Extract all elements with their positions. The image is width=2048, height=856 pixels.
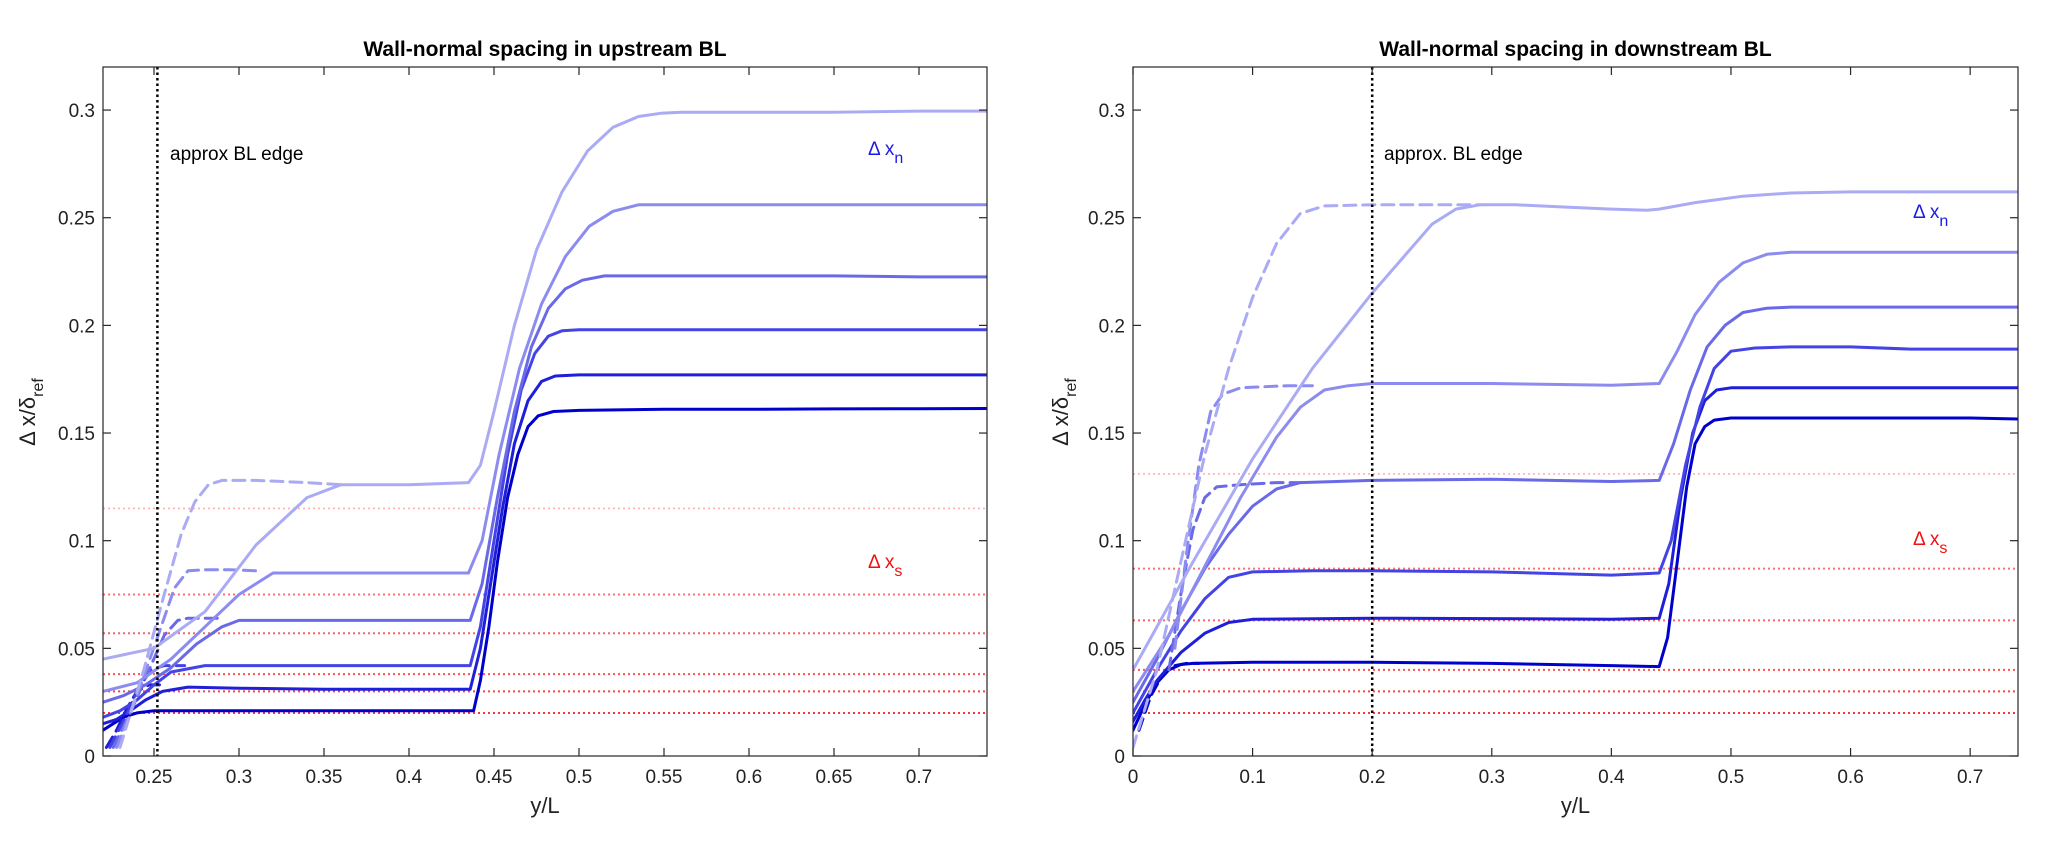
chart-title: Wall-normal spacing in downstream BL: [1379, 38, 1772, 61]
x-tick-label: 0.6: [736, 767, 762, 788]
dn-series-line: [1133, 250, 2018, 693]
dn-series-line: [103, 373, 987, 726]
dn-dashed-series-line: [1133, 203, 1482, 749]
dn-series-line: [103, 203, 987, 693]
y-tick-label: 0.05: [58, 639, 95, 660]
dn-dashed-series-line: [118, 478, 343, 749]
y-tick-label: 0: [1114, 747, 1125, 768]
dn-label: Δ xn: [868, 139, 903, 167]
y-axis-label: Δ x/δref: [15, 378, 47, 446]
axes-box: [1132, 66, 2019, 757]
x-tick-label: 0.3: [226, 767, 252, 788]
x-tick-label: 0.7: [906, 767, 932, 788]
y-tick-label: 0: [84, 747, 95, 768]
dn-series-line: [103, 328, 987, 719]
y-tick-label: 0.1: [1099, 532, 1125, 553]
y-tick-label: 0.15: [1088, 424, 1125, 445]
x-tick-label: 0.65: [816, 767, 853, 788]
y-tick-label: 0.05: [1088, 639, 1125, 660]
y-tick-label: 0.25: [1088, 209, 1125, 230]
dn-dashed-series-line: [104, 683, 163, 749]
ds-label: Δ xs: [1913, 529, 1947, 557]
x-tick-label: 0: [1128, 767, 1139, 788]
y-tick-label: 0.3: [69, 101, 95, 122]
x-tick-label: 0.6: [1837, 767, 1863, 788]
y-tick-label: 0.3: [1099, 101, 1125, 122]
downstream-panel: Wall-normal spacing in downstream BL 0 0.1…: [1048, 38, 2019, 818]
chart-title: Wall-normal spacing in upstream BL: [363, 38, 726, 61]
x-axis-label: y/L: [530, 793, 559, 818]
dn-series-line: [1133, 345, 2018, 715]
dn-series-line: [103, 407, 987, 732]
x-tick-label: 0.4: [1598, 767, 1625, 788]
x-tick-label: 0.25: [136, 767, 173, 788]
dn-series-line: [103, 274, 987, 704]
x-tick-label: 0.5: [1718, 767, 1744, 788]
plot-area: [103, 109, 987, 749]
ds-label: Δ xs: [868, 552, 902, 580]
x-tick-label: 0.35: [306, 767, 343, 788]
dn-series-line: [1133, 305, 2018, 704]
x-tick-label: 0.3: [1479, 767, 1505, 788]
x-tick-label: 0.55: [646, 767, 683, 788]
x-tick-label: 0.7: [1957, 767, 1983, 788]
bl-edge-label: approx. BL edge: [1384, 144, 1523, 165]
y-tick-label: 0.15: [58, 424, 95, 445]
y-tick-label: 0.2: [1099, 316, 1125, 337]
dn-series-line: [103, 109, 987, 661]
axes-box: [102, 66, 988, 757]
x-tick-label: 0.5: [566, 767, 592, 788]
x-tick-label: 0.4: [396, 767, 423, 788]
dn-series-line: [1133, 190, 2018, 672]
y-axis-label: Δ x/δref: [1048, 378, 1080, 446]
plot-area: [1133, 190, 2018, 749]
y-tick-label: 0.2: [69, 316, 95, 337]
upstream-panel: Wall-normal spacing in upstream BL 0.25 0.…: [15, 38, 988, 818]
x-tick-label: 0.1: [1239, 767, 1265, 788]
bl-edge-label: approx BL edge: [170, 144, 303, 165]
x-tick-label: 0.2: [1359, 767, 1385, 788]
x-tick-label: 0.45: [476, 767, 513, 788]
y-tick-label: 0.25: [58, 209, 95, 230]
dn-label: Δ xn: [1913, 202, 1948, 230]
dn-series-line: [1133, 386, 2018, 723]
x-axis-label: y/L: [1561, 793, 1590, 818]
y-tick-label: 0.1: [69, 532, 95, 553]
